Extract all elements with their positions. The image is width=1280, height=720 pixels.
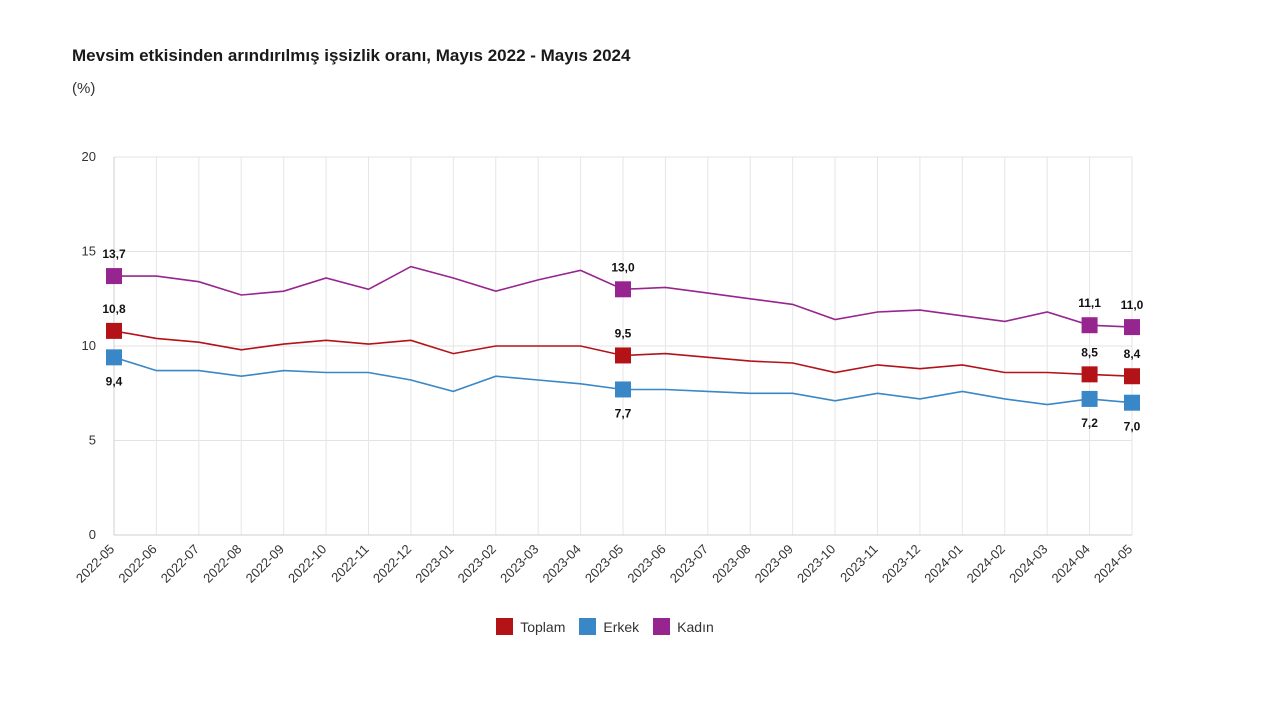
x-tick-label: 2022-09 [243,541,287,585]
x-tick-label: 2024-04 [1049,541,1093,585]
x-tick-label: 2023-06 [624,541,668,585]
x-tick-label: 2022-06 [115,541,159,585]
data-marker [1124,394,1140,411]
x-tick-label: 2022-11 [328,541,372,585]
x-tick-label: 2024-02 [964,541,1008,585]
legend-item-toplam[interactable]: Toplam [496,618,565,635]
legend-swatch [579,618,597,635]
data-marker [106,322,122,339]
x-tick-label: 2023-02 [455,541,499,585]
legend-label: Toplam [520,618,566,635]
x-tick-label: 2024-05 [1091,541,1135,585]
data-marker [1081,317,1098,334]
x-tick-label: 2023-04 [540,541,584,585]
data-label: 8,5 [1081,345,1098,359]
y-tick-label: 10 [82,338,96,353]
y-tick-label: 5 [89,433,96,448]
data-label: 9,4 [106,374,123,388]
legend-item-kadın[interactable]: Kadın [653,618,714,635]
chart-subtitle: (%) [72,80,96,97]
data-marker [1081,366,1098,383]
legend-label: Erkek [603,618,640,635]
data-label: 7,7 [615,406,632,420]
x-tick-label: 2022-07 [158,541,202,585]
legend-swatch [496,618,514,635]
data-marker [615,281,631,298]
data-marker [1124,319,1140,336]
data-label: 13,7 [102,247,126,261]
data-marker [615,347,631,364]
chart-title: Mevsim etkisinden arındırılmış işsizlik … [72,46,631,65]
data-marker [1081,390,1098,407]
data-label: 11,1 [1078,296,1101,310]
x-tick-label: 2024-01 [921,541,965,585]
x-tick-label: 2023-05 [582,541,626,585]
x-tick-label: 2022-05 [73,541,117,585]
x-tick-label: 2023-10 [794,541,838,585]
x-tick-label: 2023-07 [667,541,711,585]
data-label: 8,4 [1124,347,1141,361]
x-tick-label: 2022-08 [200,541,244,585]
legend-label: Kadın [677,618,714,635]
data-label: 13,0 [611,260,635,274]
data-label: 11,0 [1121,298,1144,312]
data-marker [106,349,122,366]
x-tick-label: 2023-09 [752,541,796,585]
data-marker [106,268,122,285]
data-marker [1124,368,1140,385]
data-marker [615,381,631,398]
y-tick-label: 20 [82,149,96,164]
data-label: 9,5 [615,326,632,340]
x-tick-label: 2023-03 [497,541,541,585]
chart-legend: Toplam Erkek Kadın [0,618,1210,635]
x-tick-label: 2023-08 [709,541,753,585]
x-tick-label: 2022-10 [285,541,329,585]
data-label: 10,8 [102,302,126,316]
y-tick-label: 0 [89,527,96,542]
x-tick-label: 2023-11 [837,541,881,585]
x-tick-label: 2023-01 [412,541,456,585]
x-tick-label: 2022-12 [370,541,414,585]
legend-swatch [653,618,671,635]
y-tick-label: 15 [82,244,96,259]
data-label: 7,2 [1081,416,1098,430]
x-tick-label: 2023-12 [879,541,923,585]
x-tick-label: 2024-03 [1006,541,1050,585]
legend-item-erkek[interactable]: Erkek [579,618,639,635]
data-label: 7,0 [1124,420,1141,434]
